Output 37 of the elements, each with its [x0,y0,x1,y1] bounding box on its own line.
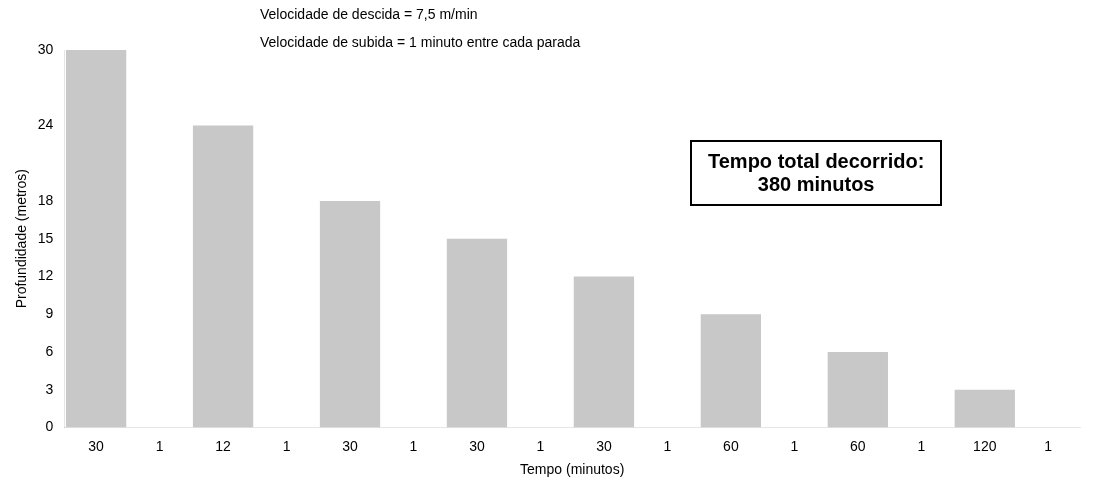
bar [700,314,762,428]
x-tick-label: 1 [790,437,799,454]
y-tick-label: 15 [37,229,54,246]
y-tick-label: 9 [45,305,54,322]
y-tick-label: 6 [45,342,54,359]
y-tick-label: 18 [37,191,54,208]
y-axis-title: Profundidade (metros) [13,169,30,309]
x-tick-label: 30 [342,437,359,454]
bar [446,238,508,428]
y-tick-label: 12 [37,267,54,284]
x-tick-label: 30 [469,437,485,454]
text: Velocidade de descida = 7,5 m/min [260,6,478,22]
annotation: Velocidade de subida = 1 minuto entre cada parada [260,34,581,50]
x-tick-label: 1 [409,437,418,454]
y-tick-label: 24 [37,116,54,133]
x-axis-title: Tempo (minutos) [520,461,625,478]
x-tick-label: 1 [155,437,164,454]
x-tick-label: 120 [973,437,997,454]
bar [319,200,381,428]
x-tick-label: 12 [215,437,232,454]
y-tick-label: 3 [45,380,54,397]
y-tick-label: 0 [45,418,54,435]
x-tick-label: 1 [536,437,545,454]
bar [954,389,1015,428]
bar [192,125,254,428]
x-tick-label: 30 [596,437,612,454]
x-tick-label: 1 [1044,437,1053,454]
annotation: Tempo total decorrido: 380 minutos [690,140,943,206]
y-tick-label: 30 [37,40,54,57]
bar [827,351,888,428]
bar [573,276,635,428]
x-tick-label: 60 [850,437,866,454]
x-tick-label: 1 [917,437,926,454]
x-tick-label: 1 [663,437,672,454]
x-tick-label: 30 [88,437,105,454]
x-tick-label: 60 [723,437,739,454]
x-tick-label: 1 [282,437,291,454]
